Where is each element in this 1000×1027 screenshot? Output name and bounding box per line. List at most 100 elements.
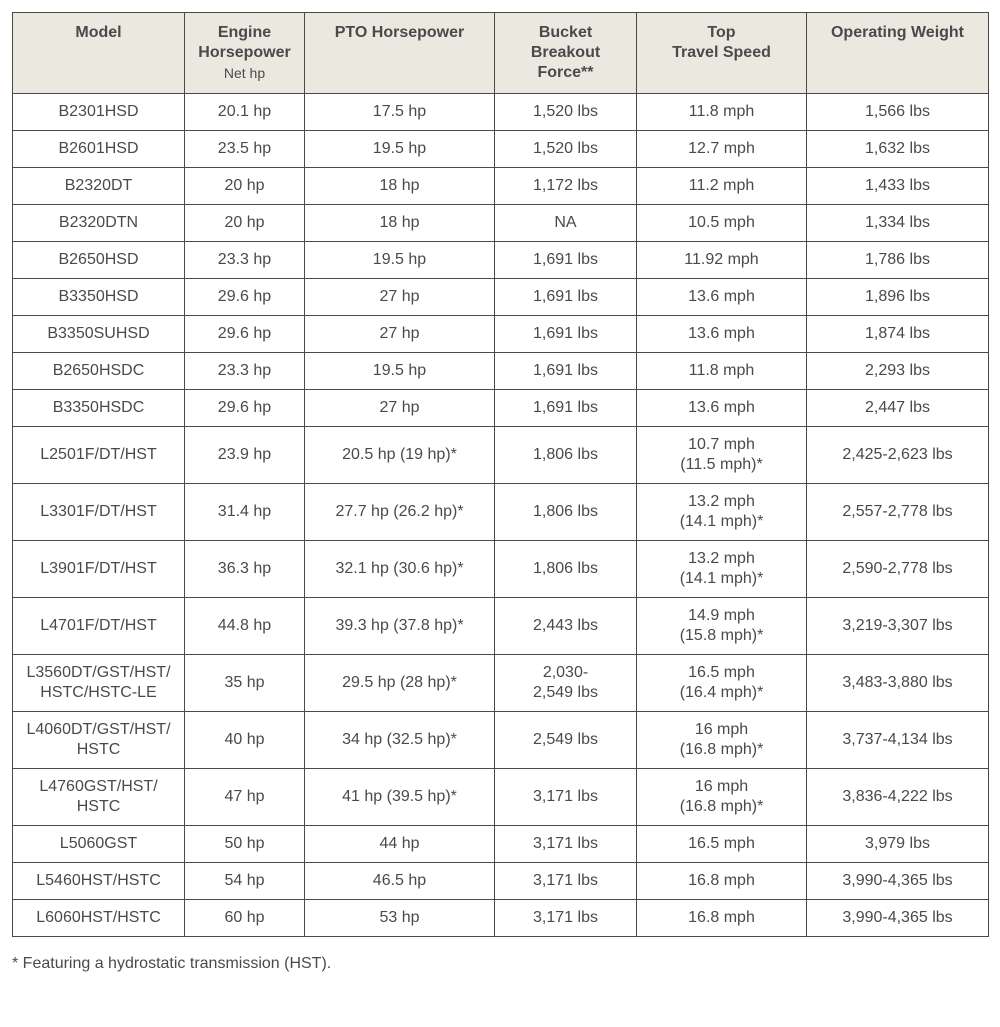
cell: B3350SUHSD [13,316,185,353]
cell: 39.3 hp (37.8 hp)* [305,598,495,655]
cell: 18 hp [305,168,495,205]
col-header-main: Operating Weight [831,24,964,41]
cell: 2,447 lbs [807,390,989,427]
cell: 19.5 hp [305,242,495,279]
table-row: L2501F/DT/HST23.9 hp20.5 hp (19 hp)*1,80… [13,427,989,484]
cell: 40 hp [185,712,305,769]
cell: 2,590-2,778 lbs [807,541,989,598]
cell: L2501F/DT/HST [13,427,185,484]
cell: B3350HSDC [13,390,185,427]
cell: 23.9 hp [185,427,305,484]
cell: 17.5 hp [305,94,495,131]
spec-table: Model Engine Horsepower Net hp PTO Horsepow… [12,12,989,937]
cell: 16.8 mph [637,900,807,937]
cell: B3350HSD [13,279,185,316]
table-row: L6060HST/HSTC60 hp53 hp3,171 lbs16.8 mph… [13,900,989,937]
cell: 13.6 mph [637,390,807,427]
cell: 3,483-3,880 lbs [807,655,989,712]
cell: 3,171 lbs [495,826,637,863]
table-row: B2601HSD23.5 hp19.5 hp1,520 lbs12.7 mph1… [13,131,989,168]
cell: L3901F/DT/HST [13,541,185,598]
cell: 32.1 hp (30.6 hp)* [305,541,495,598]
cell: 13.2 mph (14.1 mph)* [637,541,807,598]
cell: 19.5 hp [305,353,495,390]
cell: 50 hp [185,826,305,863]
cell: 31.4 hp [185,484,305,541]
cell: 60 hp [185,900,305,937]
cell: L4701F/DT/HST [13,598,185,655]
cell: 1,433 lbs [807,168,989,205]
cell: 27 hp [305,316,495,353]
cell: B2301HSD [13,94,185,131]
cell: B2320DTN [13,205,185,242]
cell: B2650HSDC [13,353,185,390]
table-row: B2320DT20 hp18 hp1,172 lbs11.2 mph1,433 … [13,168,989,205]
col-header-0: Model [13,13,185,94]
cell: 1,806 lbs [495,484,637,541]
cell: 53 hp [305,900,495,937]
cell: 23.3 hp [185,242,305,279]
col-header-1: Engine Horsepower Net hp [185,13,305,94]
cell: L5460HST/HSTC [13,863,185,900]
cell: 27 hp [305,390,495,427]
cell: 27.7 hp (26.2 hp)* [305,484,495,541]
cell: 3,836-4,222 lbs [807,769,989,826]
cell: 46.5 hp [305,863,495,900]
cell: 44.8 hp [185,598,305,655]
cell: 16 mph (16.8 mph)* [637,712,807,769]
col-header-sub: Net hp [191,65,298,83]
cell: 3,171 lbs [495,769,637,826]
cell: 2,549 lbs [495,712,637,769]
cell: 2,557-2,778 lbs [807,484,989,541]
table-row: L5060GST50 hp44 hp3,171 lbs16.5 mph3,979… [13,826,989,863]
table-row: B2301HSD20.1 hp17.5 hp1,520 lbs11.8 mph1… [13,94,989,131]
cell: 16.5 mph (16.4 mph)* [637,655,807,712]
cell: 41 hp (39.5 hp)* [305,769,495,826]
cell: 1,874 lbs [807,316,989,353]
cell: 11.92 mph [637,242,807,279]
table-row: L3901F/DT/HST36.3 hp32.1 hp (30.6 hp)*1,… [13,541,989,598]
cell: 36.3 hp [185,541,305,598]
table-row: B2650HSD23.3 hp19.5 hp1,691 lbs11.92 mph… [13,242,989,279]
col-header-main: PTO Horsepower [335,24,465,41]
cell: 1,786 lbs [807,242,989,279]
cell: 1,520 lbs [495,94,637,131]
cell: 1,691 lbs [495,353,637,390]
col-header-main: Bucket Breakout Force** [531,24,600,81]
table-row: B2650HSDC23.3 hp19.5 hp1,691 lbs11.8 mph… [13,353,989,390]
table-row: L5460HST/HSTC54 hp46.5 hp3,171 lbs16.8 m… [13,863,989,900]
col-header-2: PTO Horsepower [305,13,495,94]
cell: 1,172 lbs [495,168,637,205]
col-header-5: Operating Weight [807,13,989,94]
col-header-main: Model [75,24,121,41]
cell: 13.6 mph [637,279,807,316]
cell: 16.5 mph [637,826,807,863]
cell: 23.3 hp [185,353,305,390]
table-row: B2320DTN20 hp18 hpNA10.5 mph1,334 lbs [13,205,989,242]
table-row: B3350SUHSD29.6 hp27 hp1,691 lbs13.6 mph1… [13,316,989,353]
cell: 11.2 mph [637,168,807,205]
cell: 2,030- 2,549 lbs [495,655,637,712]
cell: 1,691 lbs [495,316,637,353]
cell: 2,293 lbs [807,353,989,390]
cell: 3,990-4,365 lbs [807,863,989,900]
cell: NA [495,205,637,242]
cell: 29.5 hp (28 hp)* [305,655,495,712]
cell: 34 hp (32.5 hp)* [305,712,495,769]
table-row: B3350HSD29.6 hp27 hp1,691 lbs13.6 mph1,8… [13,279,989,316]
cell: 1,896 lbs [807,279,989,316]
cell: 11.8 mph [637,353,807,390]
cell: 3,171 lbs [495,900,637,937]
cell: 44 hp [305,826,495,863]
cell: L3560DT/GST/HST/ HSTC/HSTC-LE [13,655,185,712]
col-header-main: Engine Horsepower [198,24,290,61]
cell: 11.8 mph [637,94,807,131]
table-row: L3301F/DT/HST31.4 hp27.7 hp (26.2 hp)*1,… [13,484,989,541]
cell: 2,425-2,623 lbs [807,427,989,484]
table-row: L4060DT/GST/HST/ HSTC40 hp34 hp (32.5 hp… [13,712,989,769]
cell: 3,990-4,365 lbs [807,900,989,937]
cell: 23.5 hp [185,131,305,168]
cell: 29.6 hp [185,279,305,316]
cell: L3301F/DT/HST [13,484,185,541]
cell: 16.8 mph [637,863,807,900]
